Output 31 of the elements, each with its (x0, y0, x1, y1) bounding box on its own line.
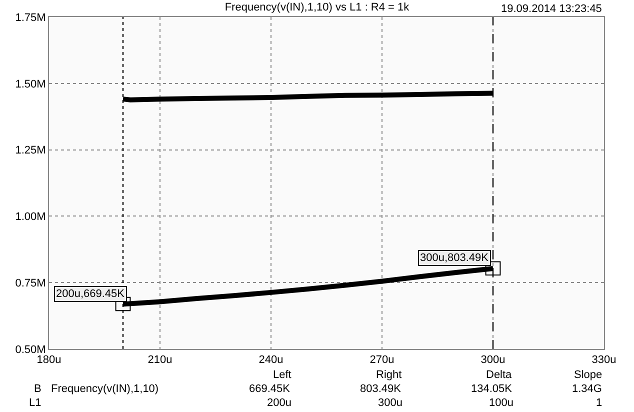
annotation: 200u,669.45K (56, 288, 126, 300)
text: 803.49K (360, 383, 402, 395)
text: 134.05K (471, 383, 513, 395)
x-tick-label: 270u (370, 354, 394, 366)
x-tick-label: 300u (480, 354, 506, 366)
x-tick-label: 330u (592, 354, 616, 366)
y-tick-label: 0.50M (15, 344, 46, 356)
text: Delta (486, 369, 513, 381)
x-tick-label: 180u (36, 354, 62, 366)
text: 1.34G (572, 383, 602, 395)
x-tick-label: 240u (258, 354, 284, 366)
text: 19.09.2014 13:23:45 (501, 3, 602, 15)
text: B (34, 383, 42, 395)
annotation: 300u,803.49K (420, 252, 490, 264)
y-tick-label: 1.25M (15, 144, 46, 157)
text: 200u (267, 397, 292, 409)
y-tick-label: 1.00M (15, 211, 46, 224)
text: L1 (29, 397, 42, 409)
y-tick-label: 1.50M (15, 78, 46, 90)
text: Right (376, 369, 402, 381)
text: 300u (378, 397, 402, 409)
y-tick-label: 1.75M (15, 12, 46, 24)
text: Slope (574, 369, 602, 381)
text: Frequency(v(IN),1,10) (51, 383, 159, 395)
chart-title: Frequency(v(IN),1,10) vs L1 : R4 = 1k (224, 2, 410, 14)
text: 669.45K (249, 383, 291, 395)
text: 1 (596, 397, 602, 409)
text: Left (273, 369, 292, 381)
y-tick-label: 0.75M (15, 277, 46, 290)
text: 100u (489, 397, 514, 409)
x-tick-label: 210u (148, 354, 172, 366)
